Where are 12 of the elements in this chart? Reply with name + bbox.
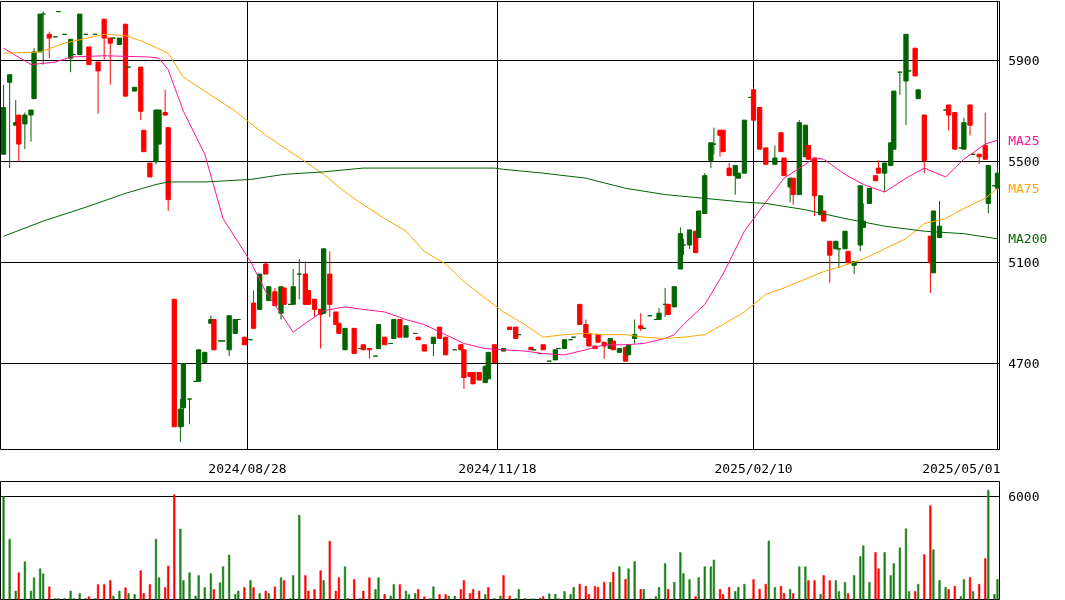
series-label: MA25 <box>1008 132 1040 148</box>
y-tick-label: 5900 <box>1008 53 1040 69</box>
series-label: MA75 <box>1008 180 1040 196</box>
x-tick-label: 2024/11/18 <box>458 460 537 476</box>
y-tick-label: 5100 <box>1008 255 1040 271</box>
x-tick-label: 2025/05/01 <box>922 460 1001 476</box>
y-tick-label: 6000 <box>1008 488 1040 504</box>
y-tick-label: 5500 <box>1008 154 1040 170</box>
x-tick-label: 2024/08/28 <box>208 460 287 476</box>
series-label: MA200 <box>1008 231 1048 247</box>
x-tick-label: 2025/02/10 <box>714 460 793 476</box>
y-tick-label: 4700 <box>1008 356 1040 372</box>
